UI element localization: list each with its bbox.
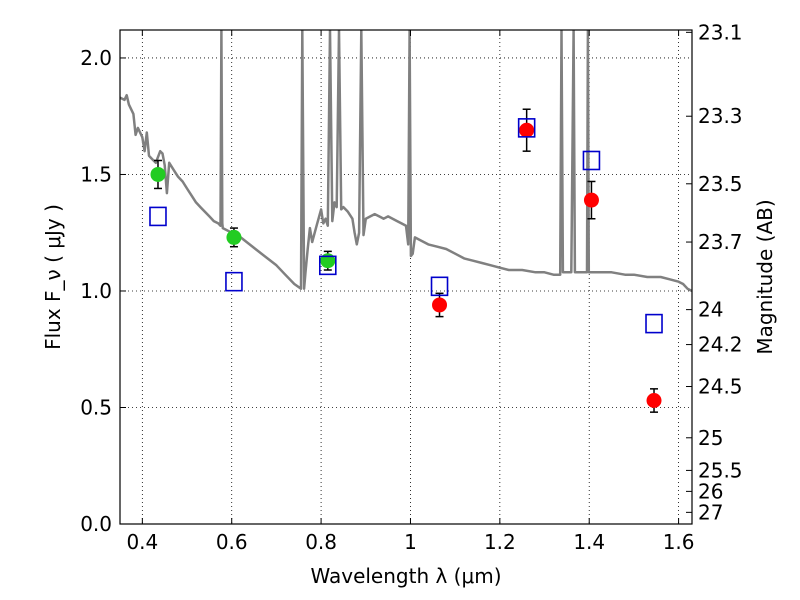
x-tick-label: 0.4 xyxy=(126,530,158,554)
y-tick-label: 2.0 xyxy=(80,46,112,70)
x-tick-label: 1.6 xyxy=(663,530,695,554)
x-tick-label: 1 xyxy=(404,530,417,554)
right-tick-label: 27 xyxy=(698,500,723,524)
y-tick-label: 0.0 xyxy=(80,512,112,536)
x-tick-label: 1.2 xyxy=(484,530,516,554)
right-tick-label: 23.5 xyxy=(698,172,743,196)
y-tick-label: 0.5 xyxy=(80,395,112,419)
observed-flux-point xyxy=(320,253,336,269)
y-axis-label: Flux F_ν ( μJy ) xyxy=(41,204,65,350)
observed-flux-point xyxy=(432,297,448,313)
axis-ticks: 0.4 0.6 0.8 1 1.2 1.4 1.6 0.0 0.5 1.0 1.5 2.0 23.1 23… xyxy=(80,20,742,554)
y-tick-label: 1.5 xyxy=(80,162,112,186)
model-flux-square xyxy=(149,206,167,227)
right-tick-label: 24.5 xyxy=(698,375,743,399)
observed-flux-point xyxy=(583,192,599,208)
observed-flux-point xyxy=(646,393,662,408)
model-flux-square xyxy=(318,255,337,276)
right-tick-label: 23.3 xyxy=(698,104,743,128)
spectrum-line xyxy=(120,30,692,293)
model-spectrum xyxy=(120,30,692,293)
right-tick-label: 25 xyxy=(698,426,723,450)
x-tick-label: 0.6 xyxy=(216,530,248,554)
right-tick-label: 25.5 xyxy=(698,458,743,482)
observed-flux-point xyxy=(150,166,166,182)
right-tick-label: 26 xyxy=(698,479,723,503)
right-axis-label: Magnitude (AB) xyxy=(753,199,777,354)
grid xyxy=(120,30,692,524)
right-tick-label: 24.2 xyxy=(698,333,743,357)
right-tick-label: 23.1 xyxy=(698,20,743,44)
x-tick-label: 1.4 xyxy=(573,530,605,554)
model-flux-square xyxy=(582,150,601,171)
observed-flux-point xyxy=(226,229,242,245)
x-tick-label: 0.8 xyxy=(305,530,337,554)
model-flux-square xyxy=(430,276,449,297)
model-flux-square xyxy=(225,271,243,292)
y-tick-label: 1.0 xyxy=(80,279,112,303)
photometry-points xyxy=(149,108,663,413)
right-tick-label: 23.7 xyxy=(698,230,743,254)
model-flux-square xyxy=(645,313,663,334)
right-tick-label: 24 xyxy=(698,298,723,322)
plot-frame xyxy=(119,29,693,525)
model-flux-square xyxy=(517,118,536,138)
observed-flux-point xyxy=(519,122,535,138)
x-axis-label: Wavelength λ (μm) xyxy=(310,564,501,588)
